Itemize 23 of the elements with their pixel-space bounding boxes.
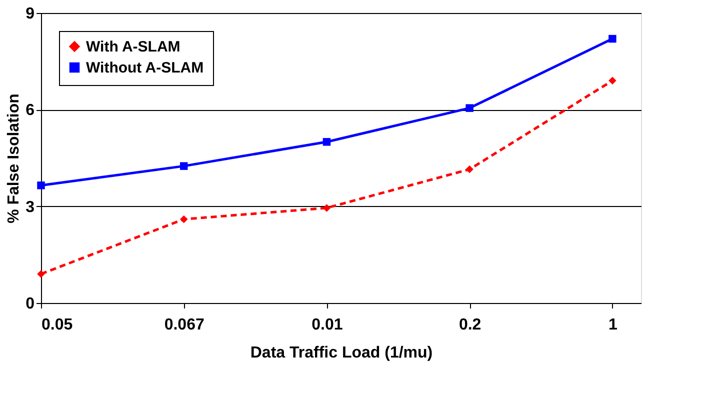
point (608, 76, 616, 85)
point (322, 204, 331, 212)
legend-label: With A-SLAM (86, 38, 180, 56)
y-tick-label: 3 (26, 198, 35, 216)
x-tick-label: 0.067 (164, 316, 204, 334)
y-tick-label: 6 (26, 102, 35, 120)
y-tick-label: 9 (26, 6, 35, 22)
x-tick-label: 0.2 (458, 316, 482, 334)
x-tick-label: 0.05 (42, 316, 73, 334)
legend-label: Without A-SLAM (86, 60, 204, 76)
y-axis-title: % False Isolation (6, 94, 23, 224)
x-axis-title: Data Traffic Load (1/mu) (250, 344, 433, 362)
point (180, 162, 188, 170)
point (466, 104, 474, 112)
y-tick-label: 0 (26, 296, 35, 312)
point (37, 270, 45, 278)
point (37, 182, 45, 190)
point (180, 215, 188, 224)
point (466, 165, 474, 174)
x-tick-label: 1 (608, 316, 618, 334)
point (608, 34, 616, 43)
point (322, 138, 331, 146)
x-tick-label: 0.01 (312, 316, 343, 334)
